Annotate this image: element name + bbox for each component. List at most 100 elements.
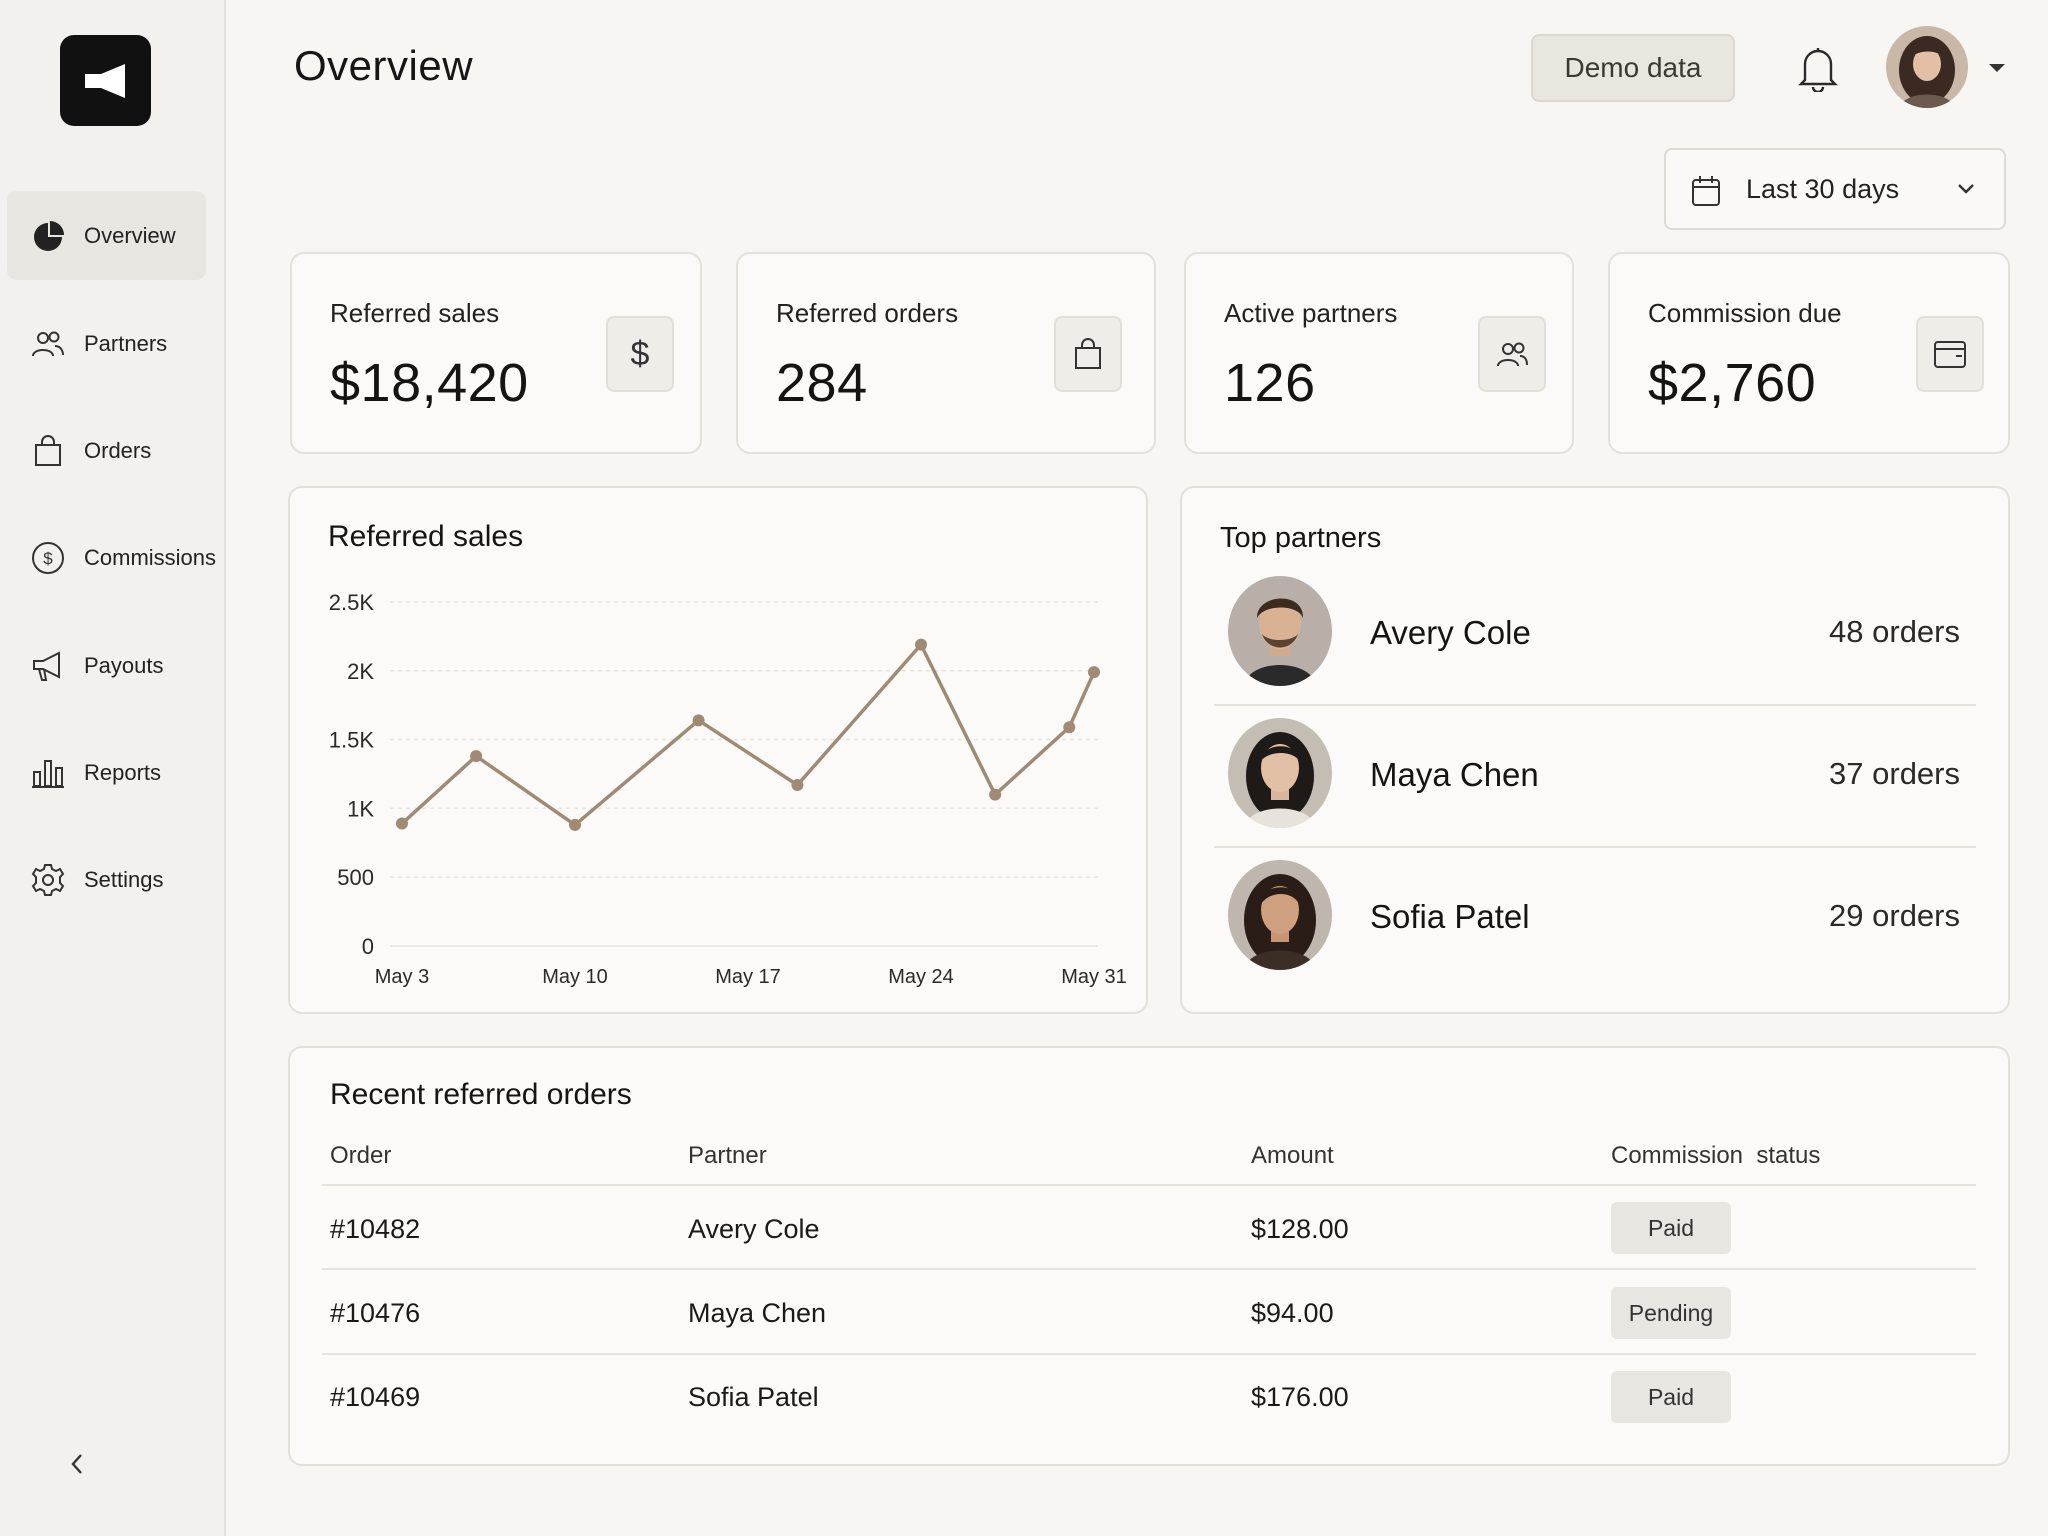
avatar-woman-icon [1228, 718, 1332, 828]
divider [1214, 846, 1976, 848]
x-tick-label: May 3 [375, 966, 429, 988]
x-tick-label: May 17 [715, 966, 781, 988]
sidebar-item-orders[interactable]: Orders [7, 406, 206, 495]
y-tick-label: 1.5K [329, 728, 375, 753]
sidebar-item-commissions[interactable]: $ Commissions [7, 513, 216, 602]
demo-data-button[interactable]: Demo data [1531, 34, 1735, 102]
stat-card-commission-due: Commission due $2,760 [1608, 252, 2010, 454]
partner-avatar [1228, 576, 1332, 686]
shopping-bag-icon [1054, 316, 1122, 392]
divider [1214, 704, 1976, 706]
partner-row[interactable]: Sofia Patel 29 orders [1182, 852, 2008, 992]
dollar-icon: $ [606, 316, 674, 392]
data-point [989, 788, 1002, 801]
users-icon [1478, 316, 1546, 392]
x-tick-label: May 10 [542, 966, 608, 988]
stat-label: Active partners [1224, 298, 1398, 328]
order-id[interactable]: #10482 [330, 1214, 421, 1244]
chevron-down-icon [1958, 184, 1974, 194]
stat-card-active-partners: Active partners 126 [1184, 252, 1574, 454]
stat-value: $2,760 [1648, 353, 1817, 413]
partner-avatar [1228, 860, 1332, 970]
status-badge: Pending [1611, 1287, 1731, 1339]
stat-label: Commission due [1648, 298, 1842, 328]
divider [322, 1184, 1976, 1186]
stat-label: Referred orders [776, 298, 959, 328]
column-header-commission-status: Commission status [1611, 1142, 1821, 1169]
sidebar-item-overview[interactable]: Overview [7, 191, 206, 280]
partner-name: Sofia Patel [688, 1382, 819, 1412]
stat-value: 126 [1224, 353, 1316, 413]
collapse-sidebar-chevron-left-icon[interactable] [62, 1448, 94, 1480]
sidebar-item-label: Orders [84, 437, 152, 463]
sidebar-item-partners[interactable]: Partners [7, 299, 206, 388]
column-header-order: Order [330, 1142, 392, 1169]
partner-name: Maya Chen [1370, 756, 1539, 793]
sidebar-item-payouts[interactable]: Payouts [7, 621, 206, 710]
partner-avatar [1228, 718, 1332, 828]
section-title: Top partners [1220, 522, 1382, 554]
pie-chart-icon [34, 220, 64, 251]
column-header-partner: Partner [688, 1142, 767, 1169]
y-tick-label: 0 [362, 934, 374, 959]
date-range-label: Last 30 days [1746, 174, 1900, 204]
users-icon [32, 331, 64, 356]
order-id[interactable]: #10469 [330, 1382, 421, 1412]
data-point [915, 638, 927, 651]
data-point [1063, 721, 1076, 734]
chart-title: Referred sales [328, 520, 524, 553]
data-point [692, 714, 705, 727]
partner-name: Avery Cole [688, 1214, 820, 1244]
status-badge: Paid [1611, 1371, 1731, 1423]
partner-row[interactable]: Avery Cole 48 orders [1182, 568, 2008, 708]
y-tick-label: 2.5K [329, 590, 375, 615]
section-title: Recent referred orders [330, 1078, 632, 1111]
data-point [569, 818, 581, 831]
order-amount: $94.00 [1251, 1298, 1334, 1328]
sidebar: Overview Partners Orders $ Commissio [0, 0, 226, 1536]
partner-orders: 29 orders [1829, 898, 1960, 933]
svg-text:$: $ [631, 335, 650, 373]
sidebar-item-label: Settings [84, 866, 164, 892]
date-range-select[interactable]: Last 30 days [1664, 148, 2006, 230]
y-tick-label: 2K [347, 659, 374, 684]
app-logo[interactable] [60, 35, 151, 126]
order-id[interactable]: #10476 [330, 1298, 421, 1328]
y-tick-label: 1K [347, 796, 374, 821]
partner-row[interactable]: Maya Chen 37 orders [1182, 710, 2008, 850]
bar-chart-icon [32, 759, 64, 788]
order-amount: $128.00 [1251, 1214, 1349, 1244]
partner-name: Avery Cole [1370, 614, 1531, 651]
x-tick-label: May 24 [888, 966, 954, 988]
data-point [1088, 666, 1100, 679]
user-avatar[interactable] [1886, 26, 1968, 108]
stat-card-referred-sales: Referred sales $18,420 $ [290, 252, 702, 454]
sales-line-chart: 0 500 1K 1.5K 2K 2.5K May 3 May 10 May 17 May 24 M… [329, 590, 1127, 988]
sidebar-item-label: Payouts [84, 652, 164, 678]
calendar-icon [1692, 176, 1720, 206]
data-point [470, 750, 483, 763]
caret-down-icon[interactable] [1988, 62, 2006, 74]
data-point [396, 817, 408, 830]
svg-text:$: $ [43, 549, 53, 568]
sidebar-item-label: Partners [84, 330, 168, 356]
sidebar-item-settings[interactable]: Settings [7, 835, 206, 924]
divider [322, 1268, 1976, 1270]
status-badge: Paid [1611, 1202, 1731, 1254]
avatar-man-icon [1228, 576, 1332, 686]
wallet-icon [1916, 316, 1984, 392]
data-point [791, 779, 804, 792]
sidebar-item-label: Reports [84, 759, 162, 785]
stat-card-referred-orders: Referred orders 284 [736, 252, 1156, 454]
sidebar-item-reports[interactable]: Reports [7, 728, 206, 817]
partner-name: Sofia Patel [1370, 898, 1530, 935]
stat-label: Referred sales [330, 298, 500, 328]
sidebar-item-label: Overview [84, 222, 176, 248]
x-tick-label: May 31 [1061, 966, 1127, 988]
stat-value: 284 [776, 353, 868, 413]
page-title: Overview [294, 42, 474, 89]
notification-bell-icon[interactable] [1796, 44, 1840, 92]
partner-name: Maya Chen [688, 1298, 827, 1328]
shopping-bag-icon [35, 434, 61, 466]
top-partners-card: Top partners Avery Cole 48 orders [1180, 486, 2010, 1014]
